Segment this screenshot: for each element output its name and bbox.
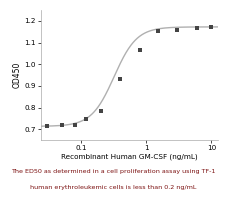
X-axis label: Recombinant Human GM-CSF (ng/mL): Recombinant Human GM-CSF (ng/mL) — [61, 154, 198, 160]
Y-axis label: OD450: OD450 — [13, 62, 22, 88]
Text: human erythroleukemic cells is less than 0.2 ng/mL: human erythroleukemic cells is less than… — [30, 186, 197, 190]
Text: The ED50 as determined in a cell proliferation assay using TF-1: The ED50 as determined in a cell prolife… — [11, 168, 216, 174]
